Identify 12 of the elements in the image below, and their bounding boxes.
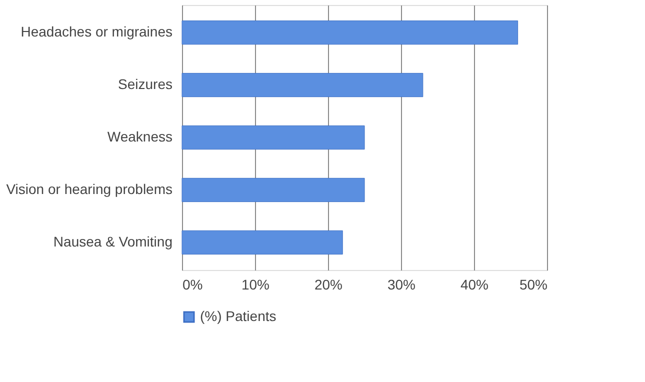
y-tick-label: Nausea & Vomiting xyxy=(53,233,172,250)
x-tick-label: 50% xyxy=(519,276,548,292)
x-tick-label: 10% xyxy=(241,276,270,292)
x-tick-label: 20% xyxy=(314,276,343,292)
y-tick-label: Seizures xyxy=(118,76,172,92)
x-tick-label: 30% xyxy=(387,276,416,292)
y-tick-label: Vision or hearing problems xyxy=(6,180,172,197)
x-tick-label: 0% xyxy=(182,276,203,292)
y-tick-label: Headaches or migraines xyxy=(20,24,172,40)
y-tick-label: Weakness xyxy=(107,128,172,144)
legend-label: (%) Patients xyxy=(200,308,276,324)
x-tick-label: 40% xyxy=(460,276,489,292)
